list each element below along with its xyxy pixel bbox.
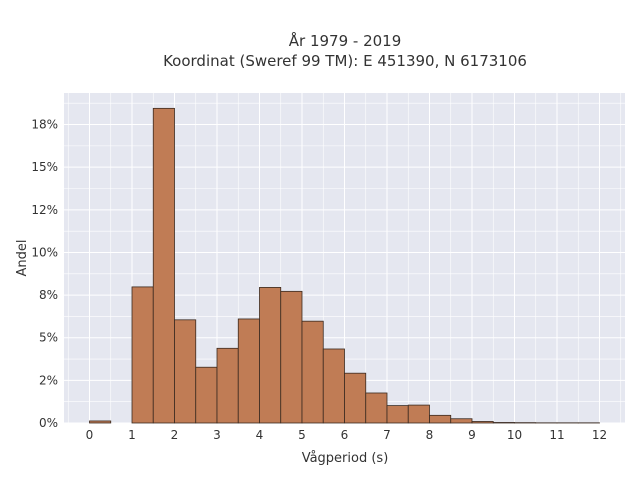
x-tick-label: 6	[341, 428, 349, 442]
y-tick-label: 10%	[31, 245, 58, 259]
x-tick-label: 4	[256, 428, 264, 442]
y-tick-label: 15%	[31, 160, 58, 174]
y-tick-label: 5%	[39, 331, 58, 345]
y-tick-label: 18%	[31, 118, 58, 132]
x-tick-label: 5	[298, 428, 306, 442]
histogram-bar	[407, 404, 430, 424]
histogram-bar	[471, 421, 494, 424]
histogram-bar	[322, 348, 345, 424]
histogram-bar	[492, 422, 515, 424]
x-tick-label: 11	[549, 428, 564, 442]
histogram-bar	[429, 414, 452, 424]
chart-title-line-1: År 1979 - 2019	[289, 31, 402, 50]
x-tick-label: 10	[507, 428, 522, 442]
x-tick-label: 2	[171, 428, 179, 442]
x-tick-label: 1	[128, 428, 136, 442]
x-tick-label: 0	[86, 428, 94, 442]
y-axis-ticks: 0% 2% 5% 8% 10% 12% 15% 18%	[31, 118, 58, 430]
x-tick-label: 12	[592, 428, 607, 442]
x-tick-label: 8	[426, 428, 434, 442]
histogram-bar	[344, 372, 367, 424]
x-tick-label: 7	[383, 428, 391, 442]
histogram-bar	[152, 107, 175, 424]
histogram-bar	[195, 366, 218, 424]
x-axis-ticks: 0 1 2 3 4 5 6 7 8 9 10 11 12	[86, 428, 607, 442]
y-tick-label: 12%	[31, 203, 58, 217]
y-axis-label: Andel	[15, 240, 30, 277]
histogram-bar	[89, 420, 112, 424]
y-tick-label: 0%	[39, 416, 58, 430]
histogram-bar	[280, 290, 303, 424]
histogram-bar	[174, 319, 197, 424]
histogram-bar	[301, 320, 324, 424]
y-tick-label: 8%	[39, 288, 58, 302]
histogram-bar	[237, 318, 260, 424]
x-tick-label: 9	[468, 428, 476, 442]
bars	[89, 107, 600, 424]
x-axis-label: Vågperiod (s)	[302, 451, 389, 466]
histogram-bar	[216, 347, 239, 424]
x-tick-label: 3	[213, 428, 221, 442]
histogram-bar	[259, 287, 282, 424]
histogram-bar	[365, 392, 388, 424]
histogram-bar	[131, 286, 154, 424]
y-tick-label: 2%	[39, 373, 58, 387]
histogram-bar	[386, 405, 409, 424]
chart-title-line-2: Koordinat (Sweref 99 TM): E 451390, N 61…	[163, 52, 527, 70]
histogram-bar	[450, 418, 473, 424]
